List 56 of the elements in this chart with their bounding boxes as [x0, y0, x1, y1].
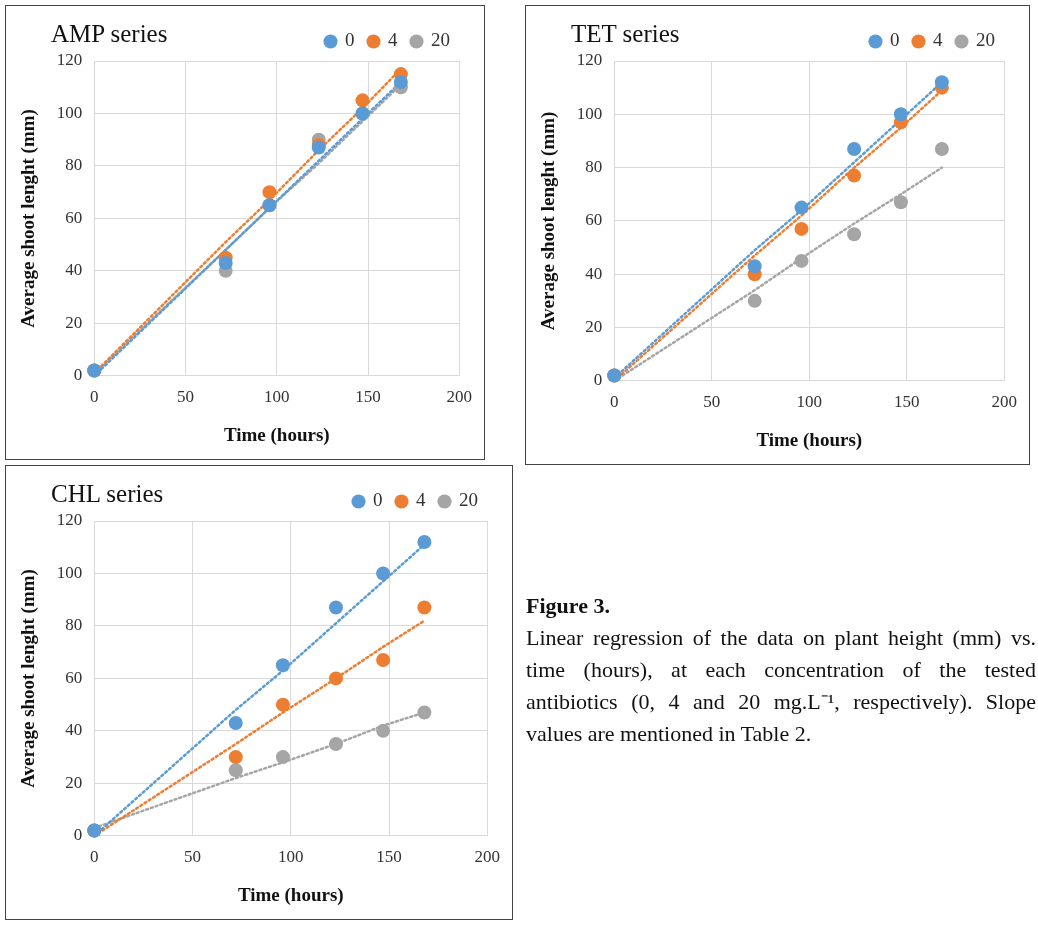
x-tick-label: 0 — [610, 392, 619, 412]
y-tick-label: 0 — [73, 365, 83, 385]
legend-label: 4 — [388, 29, 398, 51]
y-tick-label: 80 — [65, 615, 83, 635]
x-tick-label: 150 — [376, 847, 402, 867]
chart-title: TET series — [571, 20, 680, 48]
y-axis-title: Average shoot lenght (mm) — [17, 109, 40, 328]
legend-label: 0 — [373, 489, 383, 511]
legend-label: 20 — [431, 29, 450, 51]
x-tick-label: 200 — [991, 392, 1017, 412]
x-axis-title: Time (hours) — [237, 883, 344, 906]
x-tick-label: 100 — [796, 392, 823, 412]
x-tick-label: 50 — [177, 387, 195, 407]
y-tick-label: 20 — [585, 316, 603, 336]
y-tick-label: 80 — [65, 155, 83, 175]
y-axis-title: Average shoot lenght (mm) — [17, 569, 40, 788]
y-tick-label: 100 — [56, 562, 83, 582]
x-axis-title: Time (hours) — [223, 423, 330, 446]
x-tick-label: 100 — [264, 387, 290, 407]
y-tick-label: 0 — [593, 370, 603, 390]
x-tick-label: 0 — [90, 847, 99, 867]
y-tick-label: 40 — [585, 263, 603, 283]
x-tick-label: 0 — [90, 387, 99, 407]
y-tick-label: 100 — [576, 103, 603, 123]
legend-label: 0 — [890, 29, 900, 51]
y-tick-label: 100 — [56, 102, 83, 122]
x-tick-label: 200 — [446, 387, 472, 407]
y-tick-label: 20 — [65, 772, 83, 792]
y-tick-label: 60 — [65, 207, 83, 227]
legend-label: 20 — [976, 29, 995, 51]
x-tick-label: 150 — [355, 387, 381, 407]
legend-label: 0 — [345, 29, 355, 51]
x-tick-label: 100 — [278, 847, 304, 867]
legend-label: 4 — [416, 489, 426, 511]
y-tick-label: 60 — [585, 210, 603, 230]
legend-label: 4 — [933, 29, 943, 51]
chart-title: CHL series — [51, 480, 164, 508]
x-tick-label: 200 — [474, 847, 500, 867]
y-tick-label: 40 — [65, 720, 83, 740]
y-tick-label: 120 — [576, 50, 603, 70]
y-tick-label: 80 — [585, 157, 603, 177]
y-tick-label: 120 — [56, 510, 83, 530]
chart-title: AMP series — [51, 20, 168, 48]
y-tick-label: 40 — [65, 260, 83, 280]
x-tick-label: 150 — [894, 392, 920, 412]
legend-label: 20 — [459, 489, 478, 511]
y-tick-label: 0 — [73, 825, 83, 845]
y-tick-label: 20 — [65, 312, 83, 332]
y-axis-title: Average shoot lenght (mm) — [537, 111, 560, 331]
x-tick-label: 50 — [184, 847, 202, 867]
y-tick-label: 60 — [65, 667, 83, 687]
x-axis-title: Time (hours) — [756, 428, 863, 451]
text: Figure 3. — [526, 592, 611, 620]
x-tick-label: 50 — [703, 392, 721, 412]
text: Linear regression of the data on plant height (mm) vs. time (hours), at each concentration of the tested antibiotics (0, 4 and 20 mg.L⁻¹, respectively). Slope values are mentioned in Table 2. — [526, 624, 1036, 748]
y-tick-label: 120 — [56, 50, 83, 70]
